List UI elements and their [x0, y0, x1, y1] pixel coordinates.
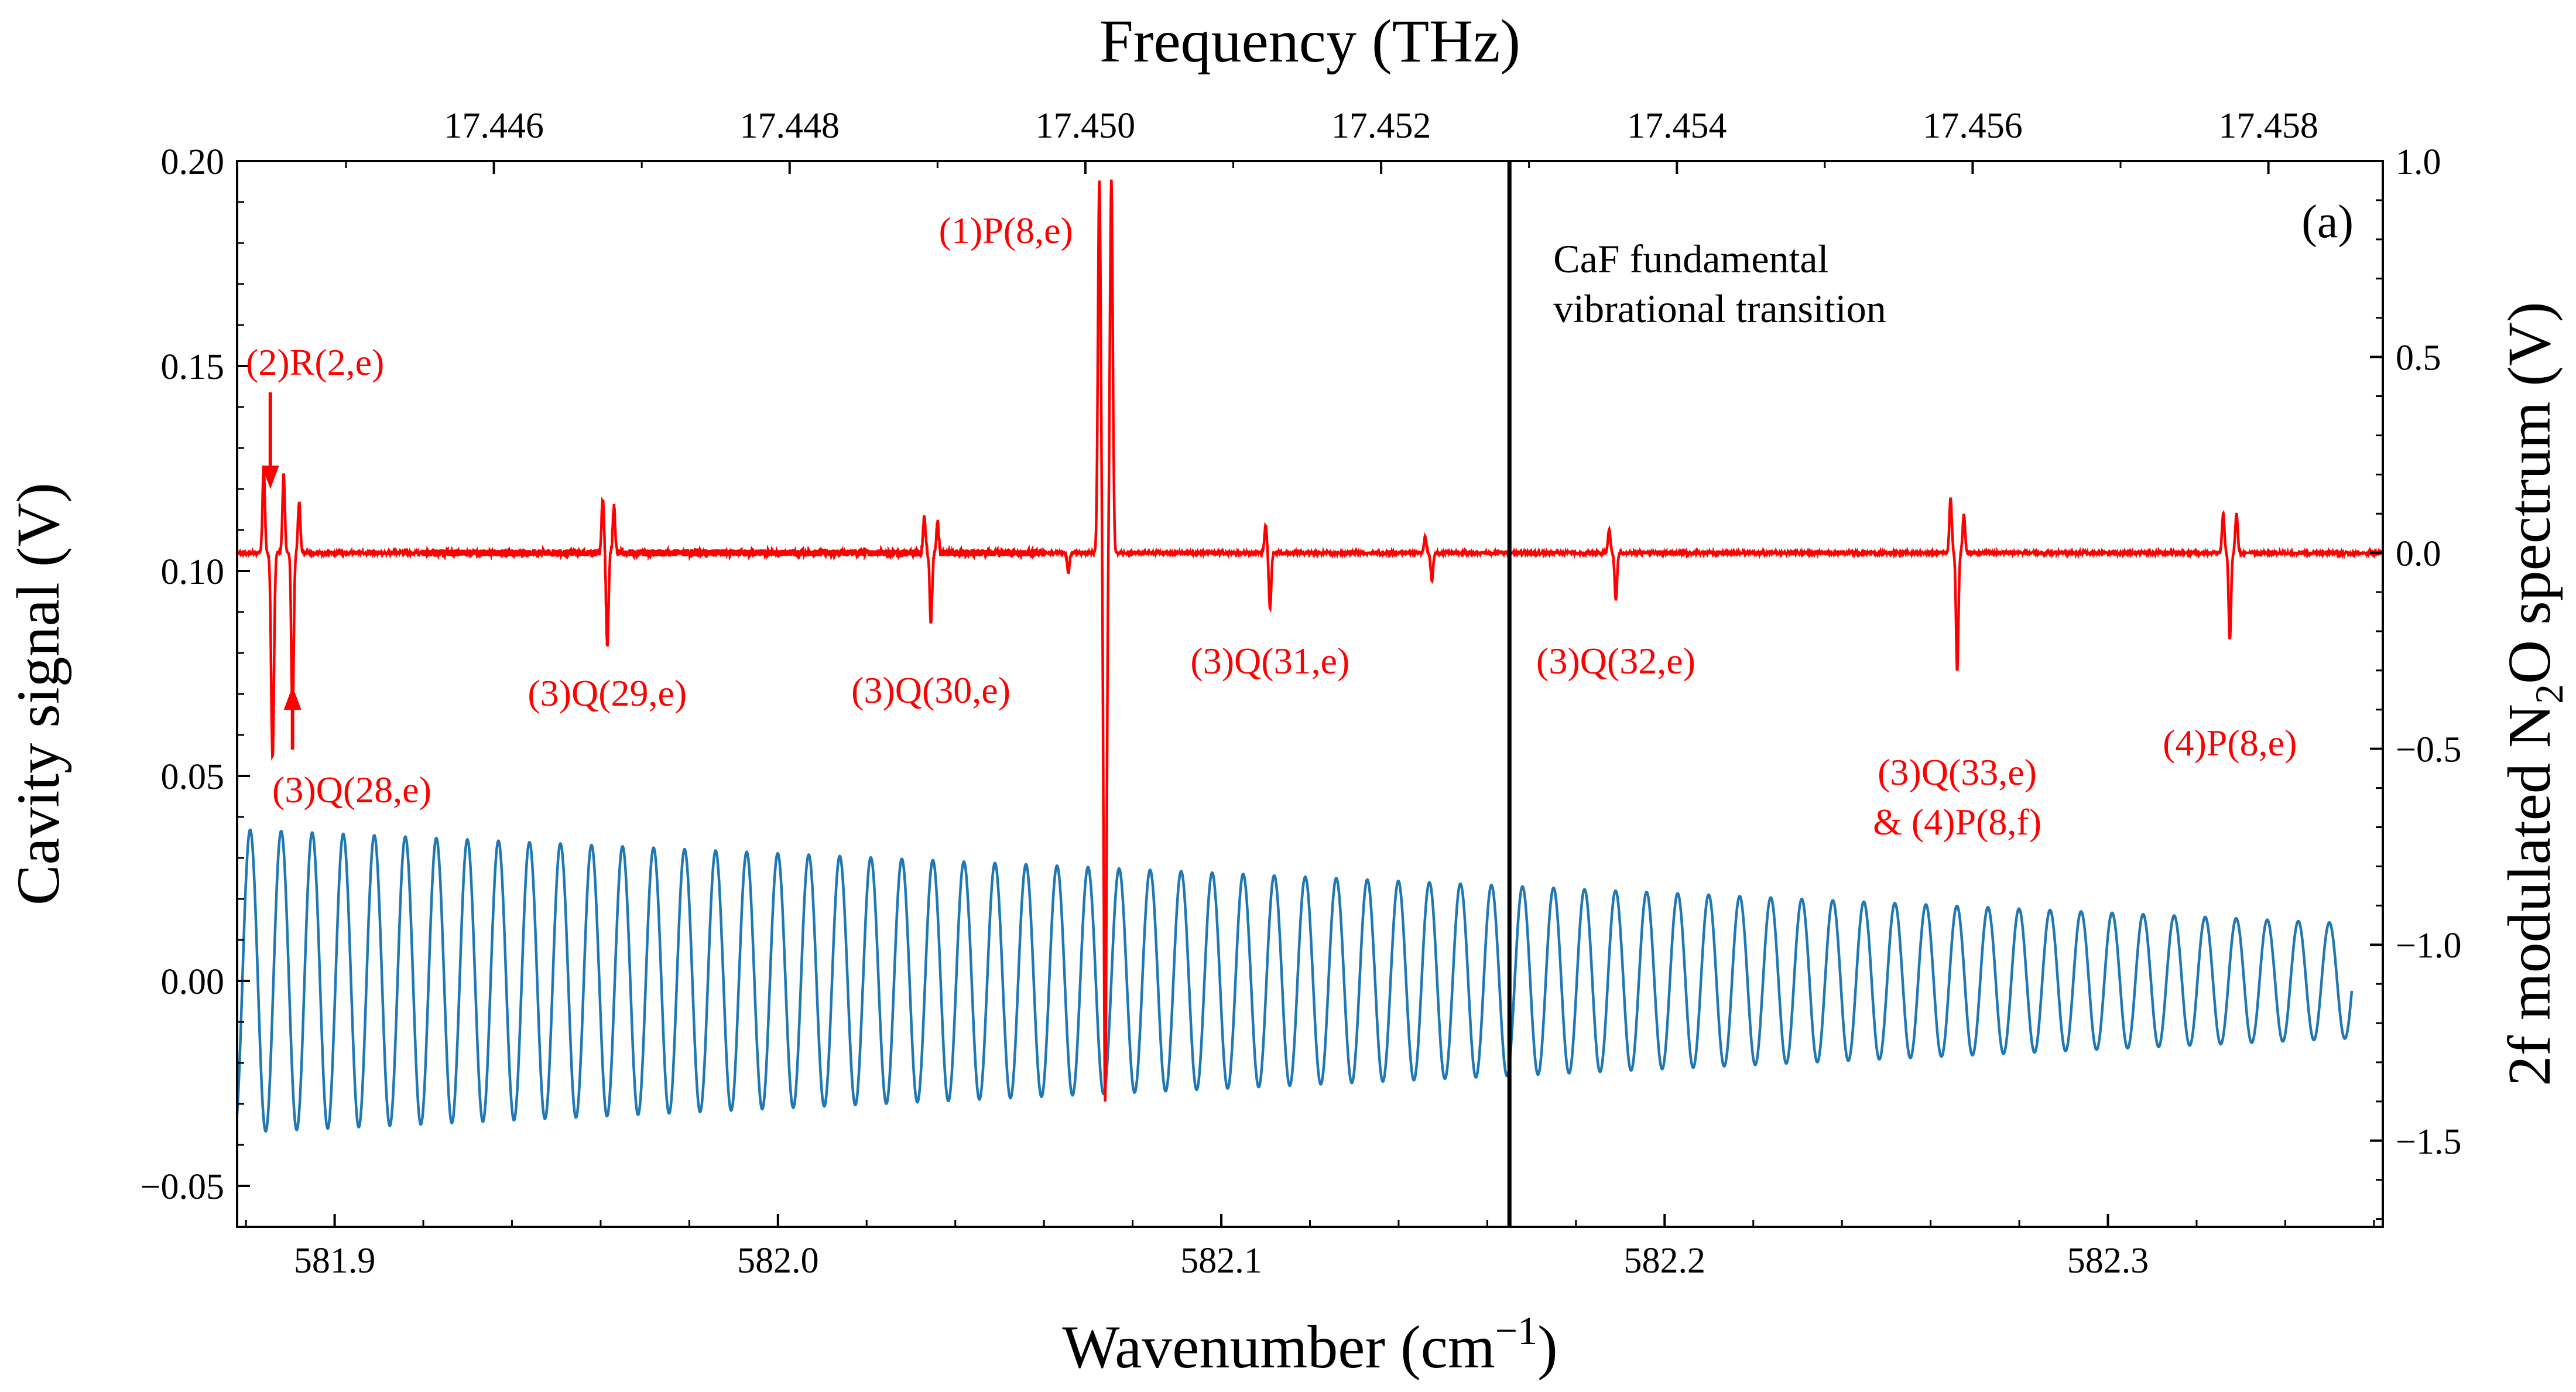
left-y-tick-label: 0.10 — [161, 552, 225, 592]
top-tick-label: 17.454 — [1627, 106, 1727, 146]
right-y-axis-title: 2f modulated N2O spectrum (V) — [2496, 302, 2571, 1086]
caf-annotation-line-2: vibrational transition — [1553, 286, 1886, 331]
panel-label: (a) — [2301, 196, 2354, 248]
top-tick-label: 17.446 — [444, 106, 544, 146]
right-y-tick-label: −1.0 — [2396, 926, 2461, 966]
right-y-tick-label: −0.5 — [2396, 730, 2461, 770]
right-y-tick-label: 1.0 — [2396, 142, 2441, 182]
x-axis-title: Wavenumber (cm−1) — [1062, 1308, 1558, 1381]
peak-label-q33-line2: & (4)P(8,f) — [1873, 801, 2041, 843]
peak-label-q28: (3)Q(28,e) — [272, 769, 431, 810]
x-tick-label: 582.1 — [1180, 1241, 1262, 1281]
left-y-axis-title: Cavity signal (V) — [5, 483, 72, 905]
right-y-tick-label: −1.5 — [2396, 1122, 2461, 1162]
peak-label-r2e: (2)R(2,e) — [246, 341, 384, 383]
peak-label-q32: (3)Q(32,e) — [1536, 640, 1695, 682]
left-y-tick-label: 0.00 — [161, 962, 225, 1002]
peak-label-p8e1: (1)P(8,e) — [939, 210, 1073, 251]
x-tick-label: 582.3 — [2067, 1241, 2149, 1281]
top-tick-label: 17.452 — [1331, 106, 1431, 146]
peak-label-p8e4: (4)P(8,e) — [2163, 722, 2297, 764]
right-y-tick-label: 0.5 — [2396, 338, 2441, 378]
x-tick-label: 582.0 — [737, 1241, 819, 1281]
left-y-tick-label: 0.20 — [161, 142, 225, 182]
left-y-tick-label: 0.15 — [161, 347, 225, 387]
top-tick-label: 17.448 — [740, 106, 840, 146]
x-tick-label: 582.2 — [1624, 1241, 1706, 1281]
peak-label-q30: (3)Q(30,e) — [851, 669, 1010, 711]
x-tick-label: 581.9 — [294, 1241, 376, 1281]
left-y-tick-label: −0.05 — [141, 1167, 224, 1207]
arrow-down-icon — [261, 392, 279, 489]
peak-label-q29: (3)Q(29,e) — [527, 672, 687, 714]
caf-annotation-line-1: CaF fundamental — [1553, 237, 1828, 281]
cavity-signal-line — [235, 828, 2354, 1133]
peak-label-q33-line1: (3)Q(33,e) — [1878, 751, 2037, 793]
right-y-tick-label: 0.0 — [2396, 534, 2441, 574]
axis-ticks: 581.9 582.0 582.1 582.2 582.3 17.446 17.448 17.… — [141, 106, 2462, 1281]
top-tick-label: 17.450 — [1036, 106, 1136, 146]
peak-label-q31: (3)Q(31,e) — [1190, 640, 1349, 682]
arrow-up-icon — [283, 686, 302, 750]
top-tick-label: 17.456 — [1923, 106, 2023, 146]
n2o-spectrum-line — [236, 179, 2385, 1102]
left-y-tick-label: 0.05 — [161, 757, 225, 797]
top-axis-title: Frequency (THz) — [1099, 8, 1520, 75]
top-tick-label: 17.458 — [2218, 106, 2318, 146]
